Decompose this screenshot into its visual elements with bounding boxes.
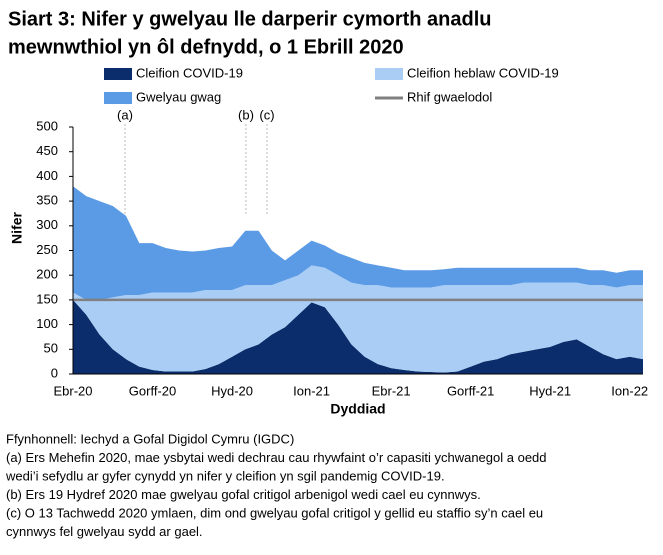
legend-label: Cleifion heblaw COVID-19 [407, 65, 559, 80]
footnote: Ffynhonnell: Iechyd a Gofal Digidol Cymr… [6, 431, 294, 446]
area [73, 299, 643, 374]
x-tick-label: Gorff-20 [129, 383, 176, 398]
annotation: (c) [259, 107, 274, 122]
area [73, 186, 643, 300]
y-tick-label: 300 [36, 217, 58, 232]
legend-swatch [104, 92, 132, 104]
legend-label: Rhif gwaelodol [407, 89, 492, 104]
x-tick-label: Gorff-21 [447, 383, 494, 398]
legend-swatch [104, 68, 132, 80]
chart-title: mewnwthiol yn ôl defnydd, o 1 Ebrill 202… [8, 36, 404, 58]
x-tick-label: Hyd-21 [529, 383, 571, 398]
y-tick-label: 450 [36, 143, 58, 158]
annotation: (b) [238, 107, 254, 122]
footnote: cynnwys fel gwelyau sydd ar gael. [6, 524, 203, 539]
x-tick-label: Ebr-21 [372, 383, 411, 398]
area [73, 265, 643, 373]
y-tick-label: 350 [36, 193, 58, 208]
footnote: (a) Ers Mehefin 2020, mae ysbytai wedi d… [6, 450, 547, 465]
x-tick-label: Ebr-20 [53, 383, 92, 398]
y-tick-label: 100 [36, 316, 58, 331]
y-tick-label: 500 [36, 118, 58, 133]
y-tick-label: 250 [36, 242, 58, 257]
chart-title: Siart 3: Nifer y gwelyau lle darperir cy… [8, 8, 492, 30]
y-tick-label: 50 [44, 341, 58, 356]
legend-label: Gwelyau gwag [136, 89, 221, 104]
footnote: wedi’i sefydlu ar gyfer cynydd yn nifer … [5, 468, 445, 483]
y-tick-label: 400 [36, 168, 58, 183]
x-tick-label: Ion-22 [611, 383, 648, 398]
x-tick-label: Hyd-20 [211, 383, 253, 398]
legend-swatch [375, 68, 403, 80]
footnote: (b) Ers 19 Hydref 2020 mae gwelyau gofal… [6, 487, 481, 502]
x-axis-title: Dyddiad [330, 401, 385, 417]
x-tick-label: Ion-21 [293, 383, 330, 398]
annotation: (a) [117, 107, 133, 122]
y-tick-label: 150 [36, 291, 58, 306]
y-tick-label: 200 [36, 267, 58, 282]
y-axis-title: Nifer [9, 212, 25, 244]
y-tick-label: 0 [51, 365, 58, 380]
legend-label: Cleifion COVID-19 [136, 65, 243, 80]
footnote: (c) O 13 Tachwedd 2020 ymlaen, dim ond g… [6, 505, 543, 520]
